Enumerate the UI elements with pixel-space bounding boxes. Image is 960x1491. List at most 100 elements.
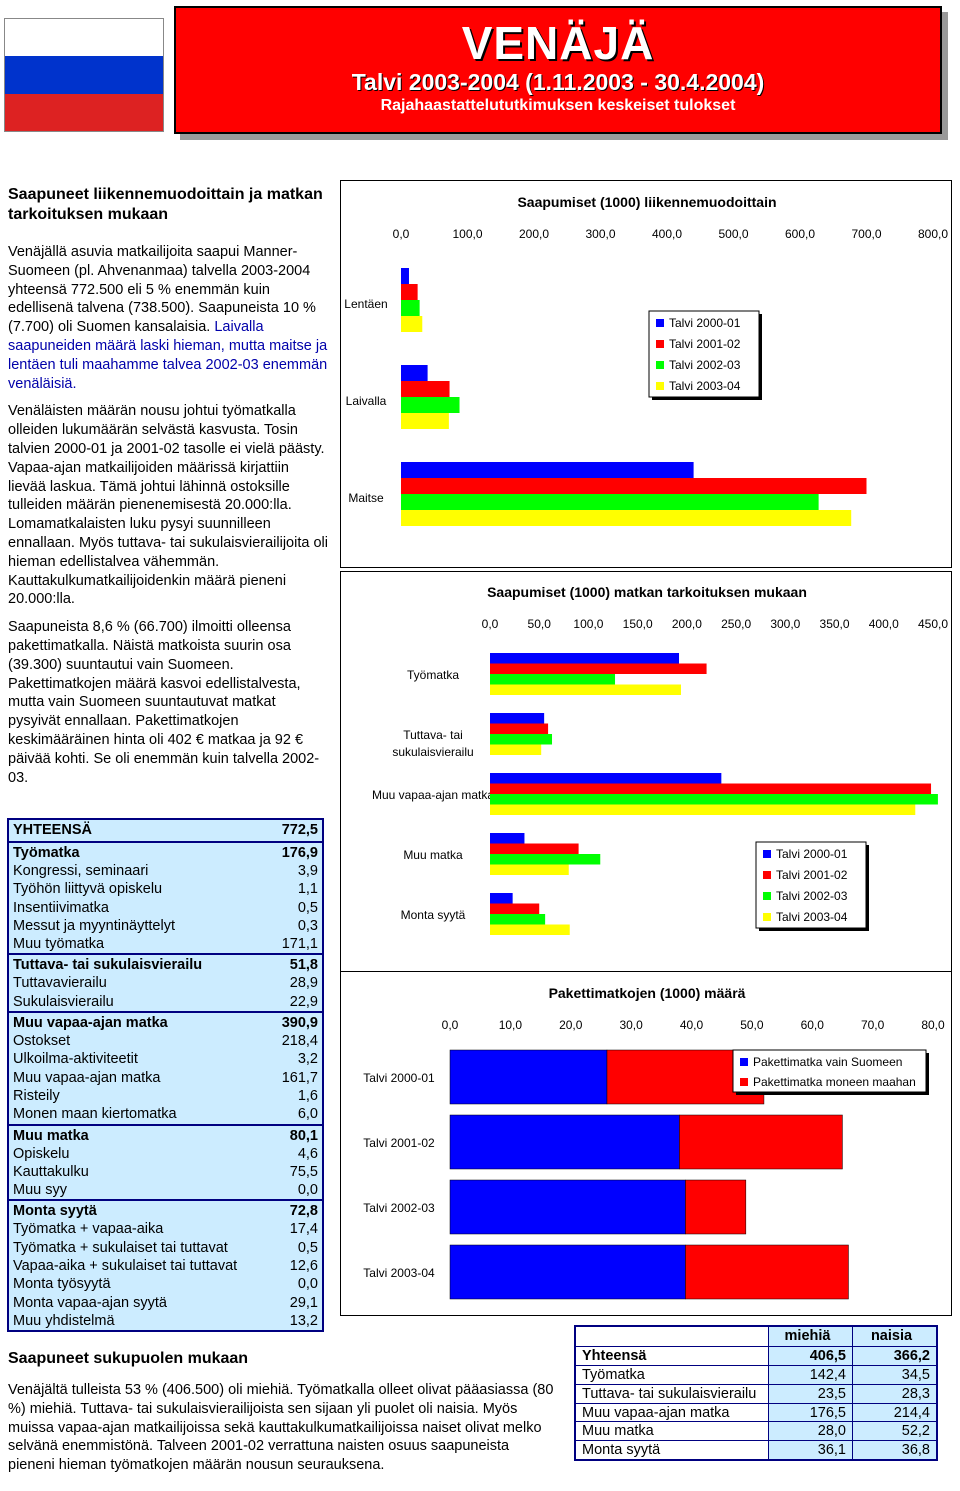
x-tick-label: 600,0	[785, 227, 815, 241]
cell: 176,5	[768, 1403, 852, 1422]
table-row: Opiskelu 4,6	[9, 1145, 322, 1163]
row-value: 3,2	[297, 1051, 318, 1068]
bar-series-4	[401, 316, 423, 332]
chart-title: Saapumiset (1000) matkan tarkoituksen mu…	[487, 584, 807, 600]
row-label: Muu matka	[13, 1127, 89, 1144]
cell: 406,5	[768, 1346, 852, 1365]
row-label: Monta syytä	[13, 1203, 97, 1220]
legend-label: Pakettimatka vain Suomeen	[753, 1055, 902, 1069]
bar-finland-only	[449, 1114, 680, 1170]
bar-series-3	[490, 914, 546, 925]
category-label: Muu matka	[403, 848, 463, 862]
x-tick-label: 400,0	[869, 617, 899, 631]
table-row: Kauttakulku 75,5	[9, 1163, 322, 1181]
table-row: Messut ja myyntinäyttelyt 0,3	[9, 917, 322, 935]
gender-table-row: Monta syytä 36,1 36,8	[576, 1440, 936, 1460]
legend-box	[648, 310, 760, 398]
cell: Monta syytä	[576, 1441, 768, 1460]
table-row: Muu syy 0,0	[9, 1181, 322, 1199]
table-row: Risteily 1,6	[9, 1087, 322, 1105]
x-tick-label: 150,0	[623, 617, 653, 631]
paragraph-1a: Venäjällä asuvia matkailijoita saapui Ma…	[8, 244, 316, 336]
x-tick-label: 40,0	[680, 1018, 704, 1032]
table-row: Muu yhdistelmä 13,2	[9, 1312, 322, 1330]
table-row: Työhön liittyvä opiskelu 1,1	[9, 880, 322, 898]
bar-finland-only	[449, 1049, 608, 1105]
cell: 36,1	[768, 1441, 852, 1460]
row-value: 75,5	[289, 1163, 318, 1180]
table-row: Työmatka + sukulaiset tai tuttavat 0,5	[9, 1239, 322, 1257]
table-row: Muu vapaa-ajan matka 161,7	[9, 1069, 322, 1087]
legend-swatch	[763, 850, 771, 858]
paragraph-1b: Laivalla saapuneiden määrä laski hieman,…	[8, 319, 328, 392]
row-value: 80,1	[289, 1127, 318, 1144]
chart-legend: Talvi 2000-01 Talvi 2001-02 Talvi 2002-03 T…	[648, 310, 762, 400]
row-label: Ostokset	[13, 1033, 71, 1050]
x-tick-label: 0,0	[393, 227, 410, 241]
category-label: Talvi 2003-04	[363, 1266, 435, 1280]
table-group-row: Monta syytä 72,8	[9, 1199, 322, 1220]
russian-flag	[4, 18, 164, 132]
x-tick-label: 500,0	[718, 227, 748, 241]
table-row: Tuttavavierailu 28,9	[9, 974, 322, 992]
bar-series-4	[401, 510, 852, 526]
row-label: Muu yhdistelmä	[13, 1312, 115, 1329]
row-value: 0,5	[297, 899, 318, 916]
cell: 36,8	[852, 1441, 936, 1460]
category-label: Maitse	[348, 491, 384, 505]
legend-label: Talvi 2002-03	[669, 358, 741, 372]
x-tick-label: 80,0	[921, 1018, 945, 1032]
row-label: Sukulaisvierailu	[13, 993, 114, 1010]
x-tick-label: 200,0	[672, 617, 702, 631]
x-tick-label: 0,0	[442, 1018, 459, 1032]
row-label: Insentiivimatka	[13, 899, 109, 916]
legend-swatch	[656, 319, 664, 327]
section-heading-2: Saapuneet sukupuolen mukaan	[8, 1350, 249, 1367]
row-label: Tuttavavierailu	[13, 975, 107, 992]
row-value: 17,4	[289, 1221, 318, 1238]
row-value: 772,5	[281, 822, 318, 838]
legend-label: Talvi 2000-01	[669, 316, 741, 330]
row-label: Risteily	[13, 1087, 60, 1104]
bar-series-3	[490, 734, 553, 745]
table-row: Ostokset 218,4	[9, 1032, 322, 1050]
cell: 28,0	[768, 1422, 852, 1441]
row-value: 12,6	[289, 1258, 318, 1275]
row-value: 51,8	[289, 957, 318, 974]
row-label: Muu vapaa-ajan matka	[13, 1069, 161, 1086]
category-label-line: Tuttava- tai	[403, 728, 463, 742]
cell: Tuttava- tai sukulaisvierailu	[576, 1384, 768, 1403]
row-label: Kongressi, seminaari	[13, 863, 149, 879]
row-label: Työmatka + sukulaiset tai tuttavat	[13, 1239, 228, 1256]
bar-multi-country	[685, 1179, 747, 1235]
cell: Muu matka	[576, 1422, 768, 1441]
gender-table-row: Muu vapaa-ajan matka 176,5 214,4	[576, 1402, 936, 1422]
page-subtitle: Talvi 2003-2004 (1.11.2003 - 30.4.2004)	[351, 69, 765, 95]
table-row: Monen maan kiertomatka 6,0	[9, 1105, 322, 1123]
x-tick-label: 70,0	[861, 1018, 885, 1032]
row-value: 171,1	[281, 936, 318, 953]
legend-box	[732, 1049, 927, 1093]
row-value: 6,0	[297, 1106, 318, 1123]
row-value: 22,9	[289, 993, 318, 1010]
legend-label: Pakettimatka moneen maahan	[753, 1075, 916, 1089]
row-label: Opiskelu	[13, 1145, 70, 1162]
row-label: Muu syy	[13, 1182, 67, 1199]
legend-label: Talvi 2003-04	[669, 379, 741, 393]
row-label: YHTEENSÄ	[13, 822, 92, 838]
row-label: Monta vapaa-ajan syytä	[13, 1294, 167, 1311]
paragraph-4: Venäjältä tulleista 53 % (406.500) oli m…	[8, 1382, 554, 1474]
chart-purpose: Saapumiset (1000) matkan tarkoituksen mu…	[340, 571, 952, 1005]
legend-label: Talvi 2001-02	[669, 337, 741, 351]
table-row: Monta vapaa-ajan syytä 29,1	[9, 1294, 322, 1312]
row-value: 1,6	[297, 1087, 318, 1104]
table-row: Vapaa-aika + sukulaiset tai tuttavat 12,6	[9, 1257, 322, 1275]
header-cell: naisia	[852, 1327, 936, 1346]
x-tick-label: 800,0	[918, 227, 948, 241]
x-tick-label: 400,0	[652, 227, 682, 241]
bar-series-1	[490, 713, 545, 724]
legend-swatch	[656, 340, 664, 348]
x-tick-label: 100,0	[573, 617, 603, 631]
chart-transport-svg: Saapumiset (1000) liikennemuodoittain 0,0…	[344, 194, 948, 526]
x-tick-label: 200,0	[519, 227, 549, 241]
